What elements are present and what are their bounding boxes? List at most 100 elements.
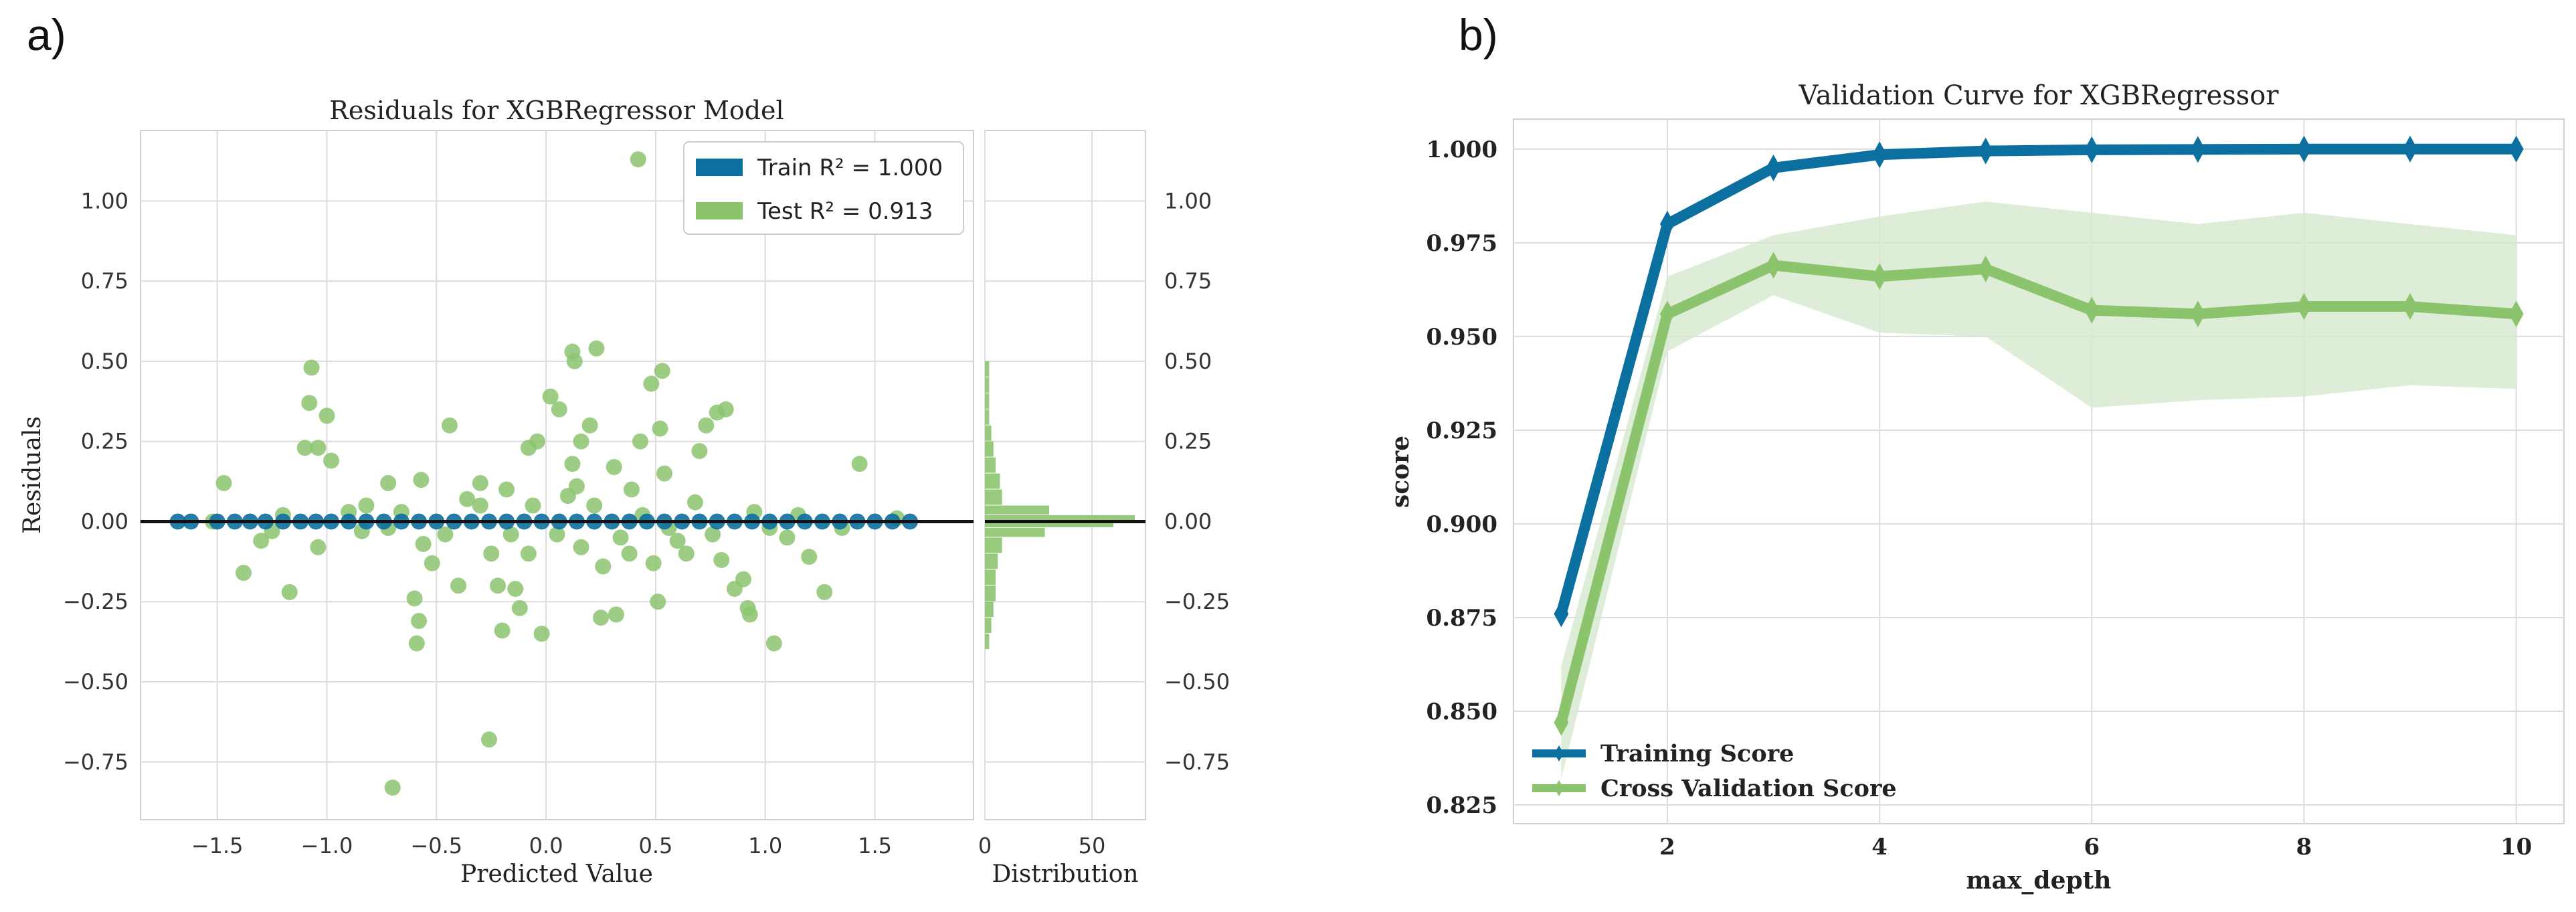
residuals-x-tick-label: 0.0 xyxy=(529,833,563,858)
distribution-chart: 0 50 1.000.750.500.250.00−0.25−0.50−0.75 … xyxy=(978,130,1230,888)
cv-score-marker xyxy=(1978,256,1993,283)
residuals-y-tick-label: 0.75 xyxy=(81,268,128,294)
validation-y-tick-label: 0.850 xyxy=(1427,699,1497,725)
test-point xyxy=(490,577,507,594)
test-point xyxy=(741,606,758,623)
distribution-y-ticks: 1.00 0.75 0.50 0.25 0.00 −0.25 −0.50 −0.75 xyxy=(1164,188,1230,774)
test-point xyxy=(235,565,252,581)
validation-y-tick-label: 0.900 xyxy=(1427,511,1497,538)
distribution-bar xyxy=(985,489,1002,505)
distribution-bars xyxy=(985,361,1135,650)
residuals-x-tick-label: −1.5 xyxy=(191,833,244,858)
validation-bands xyxy=(1561,149,2516,779)
validation-x-tick-label: 10 xyxy=(2500,834,2532,860)
test-point xyxy=(310,539,327,555)
distribution-x-label: Distribution xyxy=(992,860,1138,888)
validation-x-tick-label: 6 xyxy=(2084,834,2100,860)
distribution-y-tick-label: 0.00 xyxy=(1164,509,1212,534)
test-point xyxy=(573,433,589,450)
test-point xyxy=(588,340,605,357)
test-point xyxy=(406,590,423,607)
distribution-y-tick-label: 0.25 xyxy=(1164,429,1212,454)
test-point xyxy=(678,545,695,562)
test-points xyxy=(205,151,905,796)
test-point xyxy=(669,533,686,549)
residuals-y-tick-label: 0.00 xyxy=(81,509,128,534)
test-point xyxy=(413,472,430,488)
legend-train-label: Train R² = 1.000 xyxy=(757,155,943,181)
test-point xyxy=(472,474,488,491)
cv-score-marker xyxy=(1659,300,1675,328)
distribution-y-tick-label: 0.50 xyxy=(1164,349,1212,374)
test-point xyxy=(645,555,662,571)
test-point xyxy=(564,456,581,472)
validation-x-ticks: 2 4 6 8 10 xyxy=(1659,834,2532,860)
test-point xyxy=(717,401,734,418)
residuals-y-tick-label: −0.25 xyxy=(63,589,128,614)
distribution-bar xyxy=(985,505,1049,515)
legend-cv-label: Cross Validation Score xyxy=(1600,775,1897,802)
test-point xyxy=(525,497,541,514)
residuals-x-tick-label: 1.0 xyxy=(748,833,782,858)
distribution-y-tick-label: −0.75 xyxy=(1164,749,1230,775)
validation-y-label: score xyxy=(1386,436,1414,508)
distribution-plot-area xyxy=(984,130,1146,820)
distribution-bar xyxy=(985,377,990,393)
test-point xyxy=(735,571,751,587)
residuals-x-tick-label: −0.5 xyxy=(410,833,462,858)
validation-legend: Training Score Cross Validation Score xyxy=(1532,740,1897,802)
test-point xyxy=(415,536,432,552)
test-point xyxy=(520,545,537,562)
distribution-y-tick-label: 0.75 xyxy=(1164,268,1212,294)
validation-curve-chart: 2 4 6 8 10 1.000 0.975 0.950 0.925 0.900 0.875 0.8… xyxy=(1386,80,2565,895)
residuals-y-label: Residuals xyxy=(19,416,46,534)
distribution-bar xyxy=(985,457,996,473)
residuals-y-tick-label: −0.50 xyxy=(63,669,128,695)
test-point xyxy=(656,465,673,482)
test-point xyxy=(480,731,497,748)
validation-y-tick-label: 0.875 xyxy=(1427,605,1497,632)
residuals-title: Residuals for XGBRegressor Model xyxy=(329,96,784,125)
test-point xyxy=(483,545,500,562)
distribution-bar xyxy=(985,569,996,585)
residuals-y-tick-label: −0.75 xyxy=(63,749,128,775)
test-point xyxy=(612,529,629,546)
test-point xyxy=(691,443,708,460)
test-point xyxy=(472,497,488,514)
validation-y-tick-label: 0.825 xyxy=(1427,792,1497,819)
test-point xyxy=(318,407,335,424)
test-point xyxy=(623,481,640,498)
validation-lines xyxy=(1556,143,2522,728)
test-point xyxy=(595,558,612,575)
test-point xyxy=(816,583,833,600)
residuals-x-label: Predicted Value xyxy=(460,860,653,888)
legend-cv-marker xyxy=(1554,780,1564,796)
test-point xyxy=(529,433,546,450)
validation-y-tick-label: 0.925 xyxy=(1427,418,1497,444)
residuals-legend: Train R² = 1.000 Test R² = 0.913 xyxy=(683,141,964,235)
test-point xyxy=(606,459,622,476)
test-point xyxy=(765,635,782,652)
residuals-legend-box xyxy=(683,141,964,235)
test-point xyxy=(801,549,818,565)
test-point xyxy=(215,474,232,491)
test-point xyxy=(441,417,458,434)
residuals-grid xyxy=(141,130,974,820)
training-score-marker xyxy=(2084,136,2100,163)
test-point xyxy=(253,533,270,549)
training-score-line xyxy=(1556,143,2522,620)
validation-x-tick-label: 2 xyxy=(1659,834,1675,860)
distribution-bar xyxy=(985,515,1135,521)
cv-score-line xyxy=(1556,260,2522,728)
validation-x-label: max_depth xyxy=(1966,867,2112,895)
cv-score-marker xyxy=(1766,252,1781,279)
test-point xyxy=(650,594,666,610)
test-point xyxy=(593,610,610,626)
test-point xyxy=(303,359,320,376)
training-score-marker xyxy=(2403,135,2418,163)
distribution-bar xyxy=(985,602,994,618)
test-point xyxy=(566,353,583,369)
test-point xyxy=(643,375,660,392)
test-point xyxy=(424,555,440,571)
